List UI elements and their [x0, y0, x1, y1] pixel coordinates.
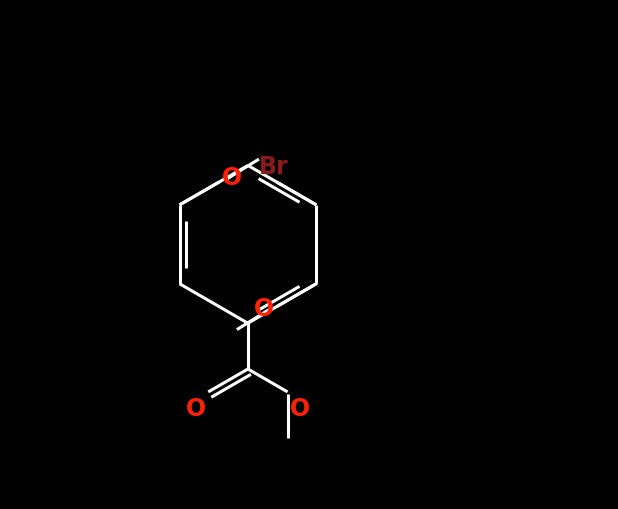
- Text: O: O: [222, 166, 242, 190]
- Text: O: O: [185, 397, 206, 421]
- Text: Br: Br: [259, 155, 289, 179]
- Text: O: O: [290, 397, 310, 421]
- Text: O: O: [254, 297, 274, 321]
